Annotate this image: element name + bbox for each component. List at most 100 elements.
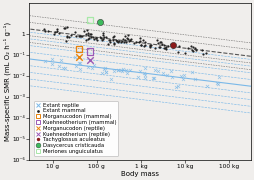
Point	[102, 36, 106, 39]
Point	[159, 41, 163, 44]
Point	[50, 62, 54, 65]
Point	[125, 37, 129, 40]
Point	[88, 33, 92, 36]
Point	[90, 66, 94, 69]
Point	[108, 40, 112, 43]
Point	[84, 32, 88, 35]
Point	[107, 39, 111, 42]
Point	[64, 40, 68, 42]
Point	[143, 76, 147, 79]
Point	[61, 66, 65, 69]
Point	[119, 69, 123, 71]
Point	[157, 45, 161, 48]
Point	[174, 86, 178, 88]
Point	[109, 77, 113, 80]
Point	[186, 47, 190, 50]
Point	[120, 70, 124, 73]
Point	[190, 71, 194, 74]
Point	[58, 59, 62, 62]
Point	[129, 68, 133, 71]
Point	[215, 82, 219, 85]
Point	[132, 42, 136, 45]
Point	[181, 78, 185, 81]
Point	[142, 44, 146, 47]
Point	[98, 21, 102, 24]
Point	[122, 40, 126, 43]
Point	[201, 53, 205, 56]
Point	[112, 42, 116, 45]
Point	[139, 43, 143, 46]
Y-axis label: Mass-specific SMR (mL O₂ h⁻¹ g⁻¹): Mass-specific SMR (mL O₂ h⁻¹ g⁻¹)	[4, 22, 11, 141]
Point	[124, 41, 128, 44]
Point	[92, 64, 96, 67]
Point	[158, 45, 162, 48]
Point	[121, 68, 125, 70]
Point	[192, 46, 196, 49]
Point	[86, 33, 90, 36]
Point	[138, 70, 142, 73]
Point	[124, 69, 128, 72]
Point	[162, 47, 166, 50]
Point	[204, 51, 208, 54]
Point	[116, 40, 120, 43]
Point	[153, 69, 157, 71]
Point	[164, 48, 168, 51]
Point	[100, 71, 104, 74]
Point	[77, 35, 82, 38]
Point	[77, 62, 81, 65]
Point	[160, 42, 164, 45]
Point	[149, 44, 153, 47]
Point	[165, 73, 169, 76]
Point	[99, 36, 103, 39]
Point	[200, 48, 204, 51]
Point	[78, 35, 82, 38]
Point	[101, 37, 105, 40]
Point	[164, 46, 168, 49]
Point	[79, 34, 83, 37]
Point	[89, 33, 93, 36]
Point	[114, 39, 118, 42]
Legend: Extant reptile, Extant mammal, Morganucodon (mammal), Kuehneotherium (mammal), M: Extant reptile, Extant mammal, Morganuco…	[34, 101, 118, 156]
Point	[148, 44, 152, 47]
Point	[94, 37, 98, 40]
Point	[155, 38, 160, 41]
Point	[217, 76, 221, 79]
Point	[78, 68, 82, 71]
Point	[126, 33, 130, 36]
Point	[46, 30, 50, 32]
Point	[73, 56, 77, 58]
Point	[116, 69, 120, 72]
Point	[152, 76, 156, 79]
Point	[101, 34, 105, 37]
Point	[86, 66, 90, 68]
Point	[162, 43, 166, 46]
Point	[57, 64, 61, 67]
Point	[112, 41, 116, 44]
Point	[65, 35, 69, 38]
Point	[171, 46, 175, 48]
Point	[193, 47, 197, 50]
Point	[73, 31, 77, 34]
Point	[170, 76, 174, 79]
Point	[93, 36, 98, 39]
Point	[138, 40, 142, 43]
Point	[151, 76, 155, 79]
Point	[43, 30, 47, 32]
Point	[148, 46, 152, 49]
Point	[142, 44, 147, 47]
X-axis label: Body mass: Body mass	[121, 170, 159, 177]
Point	[88, 58, 92, 61]
Point	[91, 35, 95, 38]
Point	[129, 37, 133, 40]
Point	[169, 70, 173, 73]
Point	[102, 68, 106, 71]
Point	[65, 36, 69, 39]
Point	[156, 70, 160, 73]
Point	[103, 67, 107, 70]
Point	[74, 64, 78, 67]
Point	[74, 34, 78, 37]
Point	[136, 75, 140, 78]
Point	[139, 43, 143, 46]
Point	[183, 51, 187, 54]
Point	[134, 40, 138, 43]
